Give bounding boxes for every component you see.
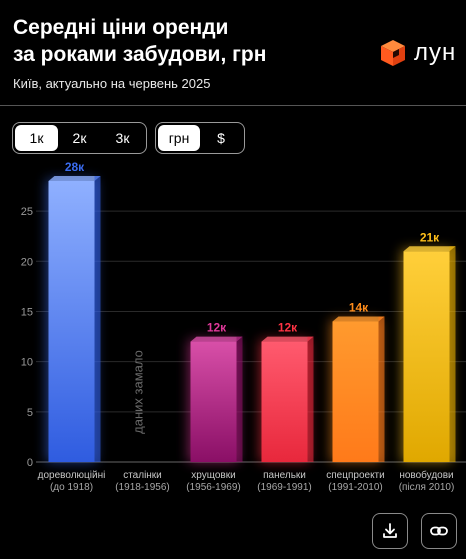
x-tick-label: новобудови: [399, 469, 453, 481]
bar-value-label: 28к: [65, 160, 85, 174]
bar-value-label: 14к: [349, 301, 369, 315]
x-tick-label: хрущовки: [191, 470, 235, 481]
bar-side-face: [236, 336, 243, 462]
brand-logo: лун: [378, 38, 456, 68]
bar-value-label: 12к: [207, 321, 227, 335]
bar-top-face: [403, 246, 456, 252]
x-tick-sublabel: (1991-2010): [328, 482, 382, 493]
x-tick-label: дореволюційні: [38, 470, 106, 481]
y-tick-label: 25: [21, 206, 33, 218]
header-divider: [0, 105, 466, 106]
bar-side-face: [307, 336, 314, 462]
x-tick-sublabel: (після 2010): [399, 482, 455, 493]
bar: [261, 341, 308, 462]
bar-value-label: 12к: [278, 321, 298, 335]
title-line-1: Середні ціни оренди: [13, 16, 229, 39]
rent-price-chart: 0 5 10 15 20 25 28к дореволюційні (до 1918) даних…: [0, 160, 466, 500]
download-icon: [383, 523, 397, 538]
range-option-1k[interactable]: 1к: [15, 125, 58, 151]
y-tick-label: 5: [27, 407, 33, 419]
room-count-toggle: 1к 2к 3к: [12, 122, 147, 154]
currency-option-usd[interactable]: $: [217, 130, 225, 146]
bar-side-face: [378, 316, 385, 462]
x-tick-sublabel: (1969-1991): [257, 482, 311, 493]
link-icon: [430, 526, 448, 536]
brand-name: лун: [414, 39, 457, 66]
x-tick-sublabel: (до 1918): [50, 482, 93, 493]
bar-top-face: [332, 316, 385, 322]
header: Середні ціни оренди за роками забудови, …: [0, 0, 466, 106]
x-tick-sublabel: (1956-1969): [186, 482, 240, 493]
bar-side-face: [449, 246, 456, 462]
bar-top-face: [190, 336, 243, 342]
currency-option-uah[interactable]: грн: [158, 125, 200, 151]
no-data-label: даних замало: [131, 350, 146, 434]
bar: [48, 181, 95, 462]
y-tick-label: 10: [21, 357, 33, 369]
x-tick-label: спецпроекти: [326, 470, 384, 481]
bar: [190, 341, 237, 462]
bar-value-label: 21к: [420, 230, 440, 244]
page-title: Середні ціни оренди за роками забудови, …: [13, 14, 353, 68]
bar-side-face: [94, 176, 101, 462]
bar-top-face: [261, 336, 314, 342]
range-option-3k[interactable]: 3к: [115, 130, 130, 146]
x-tick-label: сталінки: [123, 470, 162, 481]
bar: [332, 321, 379, 462]
y-tick-label: 15: [21, 306, 33, 318]
y-tick-label: 20: [21, 256, 33, 268]
cube-logo-icon: [381, 40, 405, 66]
chart-canvas: 0 5 10 15 20 25 28к дореволюційні(до 1918) даних…: [21, 160, 466, 493]
x-tick-sublabel: (1918-1956): [115, 482, 169, 493]
x-tick-label: панельки: [263, 470, 306, 481]
range-option-2k[interactable]: 2к: [72, 130, 87, 146]
title-line-2: за роками забудови, грн: [13, 43, 267, 66]
page-subtitle: Київ, актуально на червень 2025: [13, 76, 211, 91]
currency-toggle: грн $: [155, 122, 245, 154]
bar: [403, 251, 450, 462]
y-tick-label: 0: [27, 457, 33, 469]
download-button[interactable]: [372, 513, 408, 549]
bar-top-face: [48, 176, 101, 181]
copy-link-button[interactable]: [421, 513, 457, 549]
